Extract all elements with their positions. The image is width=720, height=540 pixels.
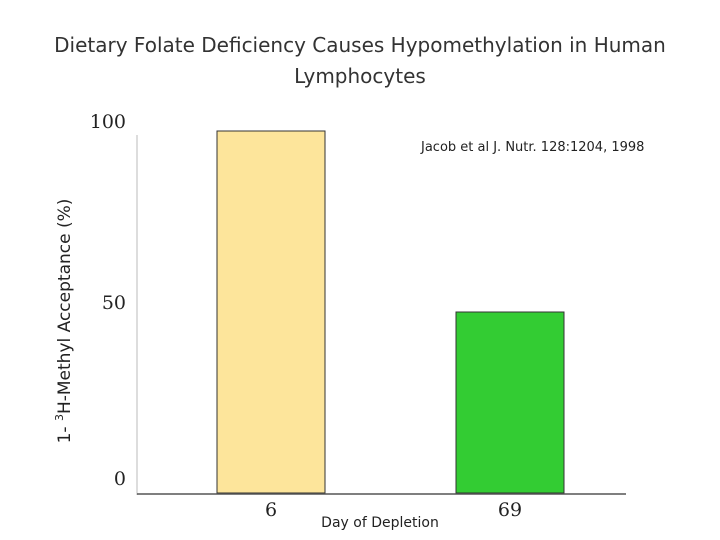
x-tick-label: 69 — [498, 499, 522, 521]
y-tick-label: 50 — [102, 292, 126, 314]
bar-day-6 — [216, 130, 326, 494]
bars-group — [216, 130, 565, 494]
bar-day-69 — [455, 311, 565, 494]
x-ticks-group: 6 69 — [265, 499, 522, 521]
y-tick-label: 100 — [90, 111, 126, 133]
y-ticks-group: 0 50 100 — [90, 111, 126, 490]
x-axis-label: Day of Depletion — [321, 515, 439, 531]
citation-annotation: Jacob et al J. Nutr. 128:1204, 1998 — [421, 140, 645, 155]
y-tick-label: 0 — [114, 468, 126, 490]
x-tick-label: 6 — [265, 499, 277, 521]
chart-title: Dietary Folate Deficiency Causes Hypomet… — [54, 33, 666, 88]
